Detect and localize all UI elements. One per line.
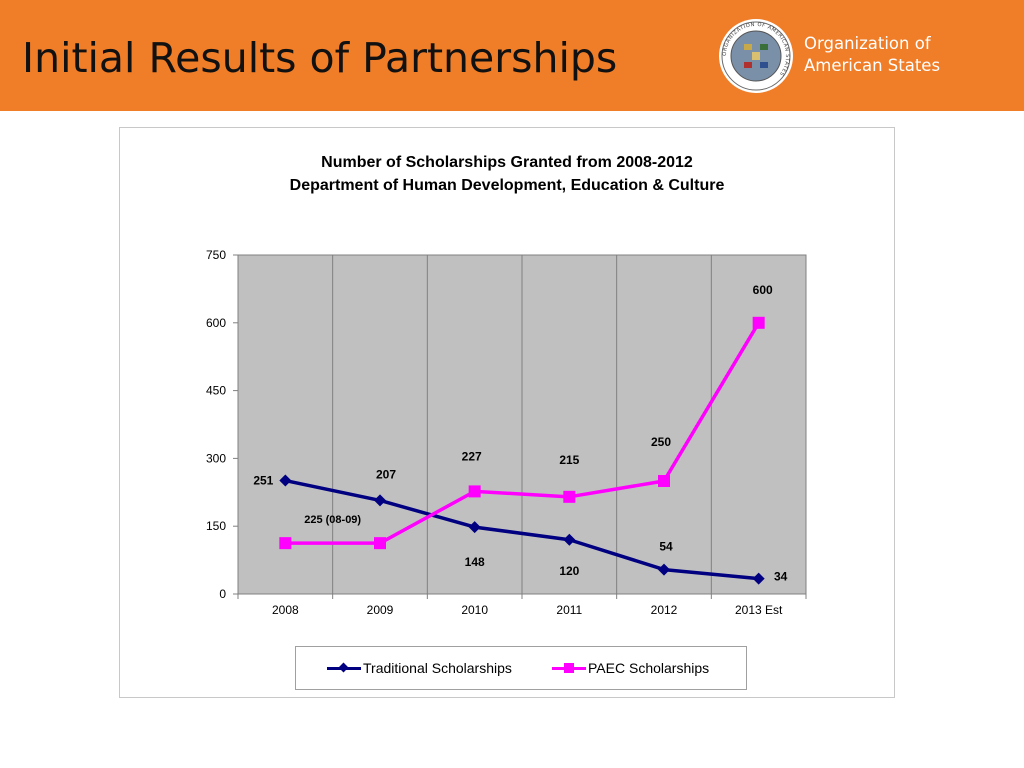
chart-title-block: Number of Scholarships Granted from 2008… [120,151,894,197]
data-point-traditional [658,563,670,576]
y-tick-label: 750 [206,248,226,262]
series-line-paec [285,321,761,545]
data-point-traditional [563,533,576,546]
chart-legend: Traditional Scholarships PAEC Scholarshi… [295,646,747,690]
legend-item-paec: PAEC Scholarships [552,660,709,676]
data-point-paec [468,485,481,498]
data-point-traditional [752,572,765,585]
data-label-paec: 227 [462,449,482,463]
legend-item-traditional: Traditional Scholarships [327,660,512,676]
chart-subtitle: Department of Human Development, Educati… [289,177,725,194]
y-tick-label: 450 [206,384,226,398]
data-point-paec [374,537,386,550]
x-tick-label: 2009 [367,603,394,617]
data-label-paec: 250 [651,435,671,449]
data-label-traditional: 54 [659,540,673,554]
legend-diamond-marker-icon [327,661,361,675]
org-name-line2: American States [804,56,941,75]
data-point-paec [563,490,576,503]
legend-label-paec: PAEC Scholarships [588,660,710,676]
legend-label-traditional: Traditional Scholarships [363,660,512,676]
chart-title: Number of Scholarships Granted from 2008… [321,154,693,171]
y-tick-label: 0 [219,587,226,601]
legend-square-marker-icon [552,661,586,675]
slide-header: Initial Results of Partnerships ORGANIZA… [0,0,1024,111]
x-tick-label: 2012 [651,603,678,617]
y-tick-label: 600 [206,316,226,330]
series-line-traditional [284,478,759,581]
data-point-traditional [468,521,481,534]
line-chart: 0 150 300 450 600 750 2008 2009 2010 2011 2012 2013… [206,248,807,617]
data-label-traditional: 148 [465,555,485,569]
data-label-traditional: 120 [559,564,579,578]
x-tick-label: 2011 [556,603,582,617]
data-label-paec: 215 [559,453,579,467]
y-tick-label: 300 [206,451,226,465]
x-tick-label: 2008 [272,603,299,617]
data-label-traditional: 251 [253,474,273,488]
chart-frame: Number of Scholarships Granted from 2008… [119,127,895,698]
data-point-paec [279,537,292,550]
data-point-paec [658,475,670,487]
data-label-paec: 600 [753,283,773,297]
data-label-traditional: 207 [376,467,396,481]
oas-seal-logo: ORGANIZATION OF AMERICAN STATES [719,19,793,93]
data-point-traditional [279,474,292,487]
x-tick-label: 2013 Est [735,603,783,617]
y-tick-label: 150 [206,519,226,533]
slide-title: Initial Results of Partnerships [22,34,618,82]
org-name: Organization of American States [804,33,940,77]
data-label-traditional: 34 [774,570,788,584]
x-tick-label: 2010 [461,603,488,617]
org-name-line1: Organization of [804,34,931,53]
data-point-traditional [374,494,386,507]
annotation-label-paec-2008-2009: 225 (08-09) [304,514,361,526]
data-point-paec [752,316,765,329]
